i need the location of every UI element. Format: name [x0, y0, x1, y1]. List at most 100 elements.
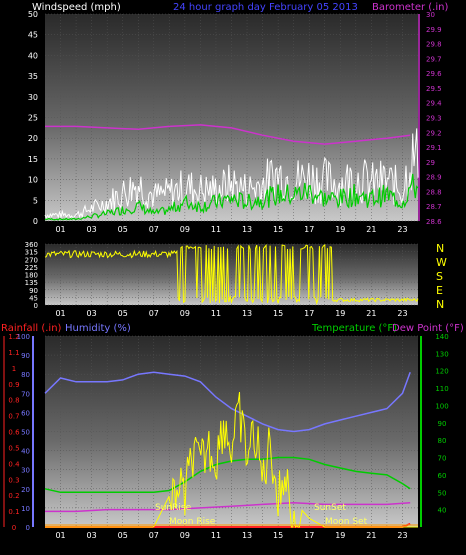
rainfall-y-tick-label: 0.5: [8, 444, 19, 452]
compass-s: S: [436, 270, 443, 283]
barometer-y-tick-label: 29.8: [426, 41, 442, 49]
sunrise-label: SunRise: [155, 503, 192, 513]
rainfall-y-tick-label: 0.9: [8, 381, 19, 389]
x-tick-label: 23: [397, 225, 407, 234]
dewpoint-axis-label: Dew Point (°F): [392, 323, 464, 334]
wind-y-tick-label: 35: [28, 72, 38, 81]
climate-grid: [45, 335, 418, 528]
temperature-axis-label: Temperature (°F): [311, 323, 397, 334]
humidity-y-tick-label: 70: [21, 390, 30, 398]
solar-line: [45, 391, 418, 528]
direction-grid: [45, 243, 418, 306]
direction-y-tick-label: 45: [29, 294, 38, 302]
humidity-y-tick-label: 40: [21, 448, 30, 456]
rainfall-y-tick-label: 0.2: [8, 492, 19, 500]
x-tick-label: 05: [118, 309, 128, 318]
x-tick-label: 21: [366, 309, 376, 318]
rainfall-y-tick-label: 0: [12, 524, 16, 532]
temperature-y-tick-label: 120: [435, 368, 448, 376]
x-tick-label: 17: [304, 309, 314, 318]
rainfall-y-tick-label: 0.8: [8, 397, 19, 405]
wind-y-tick-label: 50: [28, 10, 38, 19]
humidity-y-tick-label: 30: [21, 467, 30, 475]
x-tick-label: 01: [55, 225, 65, 234]
x-tick-label: 09: [180, 309, 190, 318]
temperature-y-tick-label: 110: [435, 385, 448, 393]
direction-y-tick-label: 225: [25, 264, 38, 272]
wind-y-tick-label: 5: [33, 196, 38, 205]
barometer-axis-label: Barometer (.in): [372, 2, 448, 13]
x-tick-label: 17: [304, 531, 314, 540]
x-tick-label: 13: [242, 225, 252, 234]
x-tick-label: 17: [304, 225, 314, 234]
x-tick-label: 15: [273, 225, 283, 234]
x-tick-label: 09: [180, 531, 190, 540]
x-tick-label: 13: [242, 309, 252, 318]
barometer-y-tick-label: 29.6: [426, 70, 442, 78]
wind-direction-line: [44, 244, 419, 306]
x-tick-label: 13: [242, 531, 252, 540]
humidity-y-tick-label: 0: [26, 524, 30, 532]
wind-y-tick-label: 45: [28, 31, 38, 40]
barometer-y-tick-label: 29.7: [426, 55, 442, 63]
x-tick-label: 23: [397, 531, 407, 540]
humidity-line: [44, 371, 411, 433]
barometer-y-tick-label: 29.9: [426, 26, 442, 34]
humidity-y-tick-label: 50: [21, 429, 30, 437]
temperature-y-tick-label: 60: [438, 472, 447, 480]
x-tick-label: 11: [211, 531, 221, 540]
humidity-y-tick-label: 20: [21, 486, 30, 494]
x-tick-label: 19: [335, 531, 345, 540]
x-tick-label: 21: [366, 531, 376, 540]
rainfall-y-tick-label: 0.4: [8, 460, 20, 468]
wind-y-tick-label: 0: [33, 217, 38, 226]
compass-w: W: [436, 256, 447, 269]
direction-y-tick-label: 90: [29, 287, 38, 295]
temperature-y-tick-label: 140: [435, 333, 448, 341]
temperature-y-tick-label: 40: [438, 507, 447, 515]
x-tick-label: 21: [366, 225, 376, 234]
rainfall-axis-label: Rainfall (.in): [1, 323, 62, 334]
x-tick-label: 23: [397, 309, 407, 318]
rainfall-y-tick-label: 0.6: [8, 429, 20, 437]
wind-y-tick-label: 15: [28, 155, 38, 164]
direction-y-tick-label: 315: [25, 249, 38, 257]
x-tick-label: 03: [87, 225, 97, 234]
direction-y-tick-label: 180: [25, 272, 38, 280]
x-tick-label: 05: [118, 531, 128, 540]
barometer-y-tick-label: 29.4: [426, 100, 442, 108]
rainfall-y-tick-label: 0.7: [8, 413, 19, 421]
x-tick-label: 11: [211, 309, 221, 318]
barometer-y-tick-label: 28.6: [426, 218, 442, 226]
barometer-y-tick-label: 28.9: [426, 174, 442, 182]
direction-y-tick-label: 360: [25, 241, 38, 249]
chart-title: 24 hour graph day February 05 2013: [173, 2, 358, 13]
wind-y-tick-label: 25: [28, 114, 38, 123]
humidity-y-tick-label: 100: [17, 333, 30, 341]
x-tick-label: 15: [273, 531, 283, 540]
barometer-line: [45, 124, 411, 145]
x-tick-label: 01: [55, 309, 65, 318]
temperature-y-tick-label: 80: [438, 437, 447, 445]
windspeed-axis-label: Windspeed (mph): [32, 2, 121, 13]
moonset-label: Moon Set: [325, 517, 368, 527]
x-tick-label: 07: [149, 225, 159, 234]
temperature-y-tick-label: 100: [435, 402, 448, 410]
x-tick-label: 05: [118, 225, 128, 234]
compass-e: E: [436, 284, 443, 297]
x-tick-label: 19: [335, 309, 345, 318]
rainfall-y-tick-label: 0.3: [8, 476, 19, 484]
barometer-y-tick-label: 28.7: [426, 203, 442, 211]
x-tick-label: 15: [273, 309, 283, 318]
compass-n-top: N: [436, 242, 444, 255]
barometer-y-tick-label: 29.2: [426, 129, 442, 137]
rainfall-y-tick-label: 1.1: [8, 349, 19, 357]
wind-average-line: [44, 173, 419, 221]
barometer-y-tick-label: 29.5: [426, 85, 442, 93]
wind-y-tick-label: 10: [28, 176, 38, 185]
moonrise-label: Moon Rise: [169, 517, 216, 527]
barometer-y-tick-label: 29.1: [426, 144, 442, 152]
rainfall-y-tick-label: 0.1: [8, 508, 19, 516]
humidity-y-tick-label: 90: [21, 352, 30, 360]
